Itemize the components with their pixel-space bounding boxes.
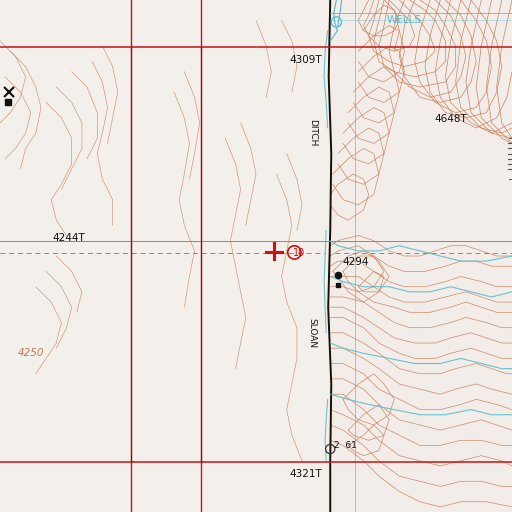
Text: 4648T: 4648T <box>434 114 467 124</box>
Text: DITCH: DITCH <box>308 119 317 147</box>
Text: 2  61: 2 61 <box>334 441 356 450</box>
Text: WELLS: WELLS <box>387 15 422 25</box>
Text: SLOAN: SLOAN <box>308 318 317 348</box>
Text: 10: 10 <box>293 248 305 258</box>
Text: 4309T: 4309T <box>290 55 323 65</box>
Text: 4250: 4250 <box>17 348 44 358</box>
Text: 4294: 4294 <box>343 257 369 267</box>
Text: 4244T: 4244T <box>53 233 86 243</box>
Text: 4321T: 4321T <box>290 468 323 479</box>
